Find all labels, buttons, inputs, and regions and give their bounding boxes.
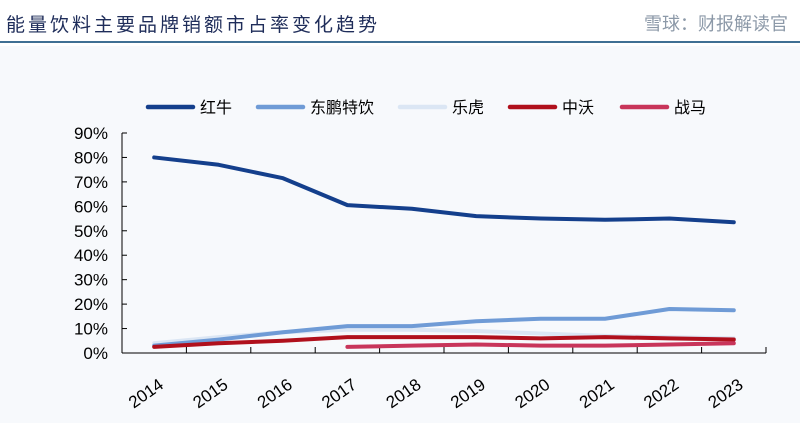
x-tick-label: 2014 bbox=[125, 375, 167, 412]
x-tick-label: 2019 bbox=[447, 375, 489, 412]
y-tick-label: 0% bbox=[83, 344, 108, 363]
watermark: 雪球：财报解读官 bbox=[644, 14, 788, 35]
x-tick-label: 2017 bbox=[318, 375, 360, 412]
legend-label: 红牛 bbox=[200, 98, 232, 117]
y-tick-label: 30% bbox=[74, 271, 108, 290]
y-tick-label: 80% bbox=[74, 148, 108, 167]
series-line-0 bbox=[152, 155, 736, 225]
legend-label: 中沃 bbox=[562, 98, 594, 117]
page-title: 能量饮料主要品牌销额市占率变化趋势 bbox=[6, 14, 381, 36]
y-tick-label: 10% bbox=[74, 320, 108, 339]
legend-label: 东鹏特饮 bbox=[310, 98, 374, 117]
x-tick-label: 2023 bbox=[705, 375, 747, 412]
legend-label: 战马 bbox=[674, 98, 706, 117]
y-tick-label: 60% bbox=[74, 197, 108, 216]
series-line-1 bbox=[152, 307, 736, 348]
y-tick-label: 40% bbox=[74, 246, 108, 265]
y-tick-label: 50% bbox=[74, 222, 108, 241]
x-tick-label: 2022 bbox=[640, 375, 682, 412]
y-tick-label: 20% bbox=[74, 295, 108, 314]
x-tick-label: 2016 bbox=[254, 375, 296, 412]
x-tick-label: 2018 bbox=[383, 375, 425, 412]
y-tick-label: 90% bbox=[74, 124, 108, 143]
series-line-3 bbox=[152, 335, 736, 349]
series-line-4 bbox=[345, 341, 736, 349]
y-tick-label: 70% bbox=[74, 173, 108, 192]
x-tick-label: 2021 bbox=[576, 375, 618, 412]
x-tick-label: 2020 bbox=[512, 375, 554, 412]
legend-label: 乐虎 bbox=[452, 98, 484, 117]
title-divider bbox=[0, 41, 800, 43]
x-tick-label: 2015 bbox=[190, 375, 232, 412]
